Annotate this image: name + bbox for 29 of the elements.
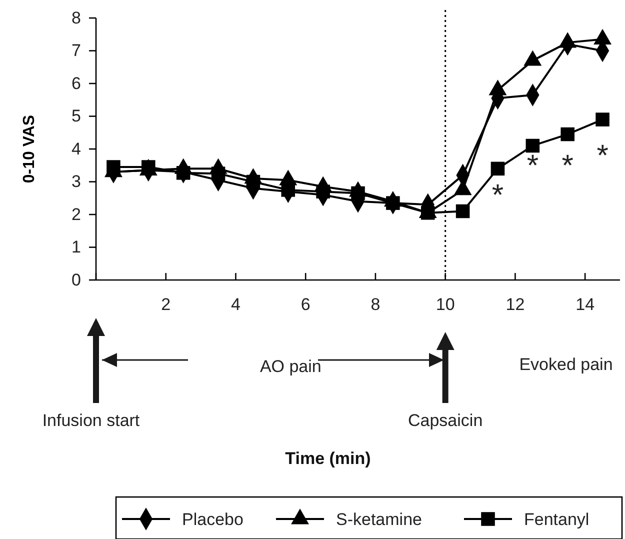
x-tick-label: 4 [231,295,240,314]
y-tick-label: 8 [72,8,81,28]
text: Infusion start [42,411,140,430]
y-axis-title: 0-10 VAS [21,114,38,184]
legend-label: S-ketamine [336,510,422,529]
y-tick-label: 4 [72,139,81,158]
annotation: * [492,178,504,212]
text: AO pain [260,357,322,376]
legend-label: Placebo [182,510,244,529]
x-tick-label: 6 [300,295,310,314]
x-tick-label: 12 [506,295,525,314]
legend-label: Fentanyl [524,510,590,529]
annotation: * [596,140,609,173]
y-tick-label: 1 [72,238,81,257]
x-tick-label: 14 [576,295,595,314]
y-tick-label: 5 [72,106,81,126]
y-tick-label: 7 [72,41,81,60]
text: Evoked pain [519,355,613,374]
text: Time (min) [285,449,371,468]
y-tick-label: 0 [72,270,81,290]
annotation: * [562,149,574,182]
x-tick-label: 2 [161,295,171,314]
text: Capsaicin [408,411,483,430]
y-tick-label: 6 [72,74,81,93]
annotation: * [526,149,539,182]
y-tick-label: 3 [72,172,81,192]
x-tick-label: 10 [436,295,455,314]
y-tick-label: 2 [72,204,81,224]
x-tick-label: 8 [370,295,380,314]
